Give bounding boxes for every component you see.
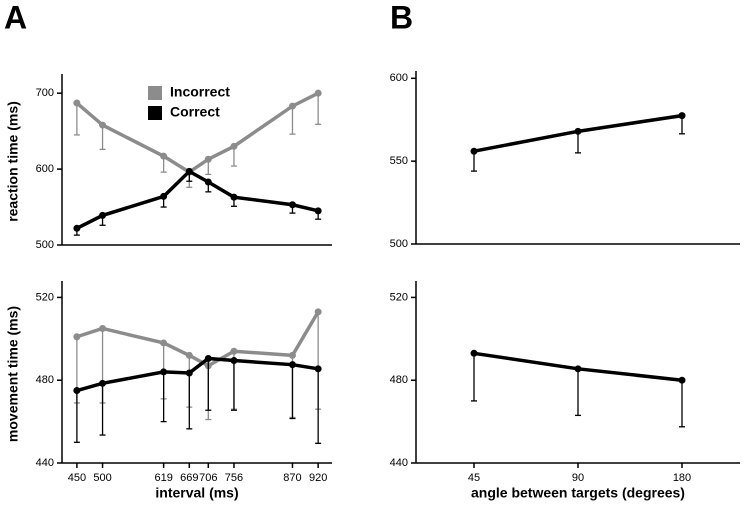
x-axis-title: interval (ms) [155,485,238,501]
point [185,351,193,359]
point [185,369,193,377]
point [73,333,81,341]
x-tick-label: 619 [154,472,172,484]
y-axis-title: reaction time (ms) [5,101,21,222]
y-tick-label: 600 [36,163,54,175]
y-tick-label: 600 [390,72,408,84]
point [314,365,322,373]
y-tick-label: 520 [36,291,54,303]
y-tick-label: 520 [390,291,408,303]
point [230,357,238,365]
point [160,368,168,376]
point [230,193,238,201]
x-tick-label: 669 [180,472,198,484]
point [314,207,322,215]
point [204,155,212,163]
point [470,349,478,357]
y-tick-label: 500 [36,239,54,251]
series-line [76,311,320,368]
series-line [75,91,319,175]
point [678,112,686,120]
point [73,224,81,232]
y-tick-label: 480 [390,374,408,386]
point [73,387,81,395]
panel-label: A [4,0,27,35]
point [230,347,238,355]
series-line [76,356,319,393]
point [99,211,107,219]
point [204,178,212,186]
x-tick-label: 450 [68,472,86,484]
point [288,351,296,359]
x-tick-label: 870 [283,472,301,484]
point [160,152,168,160]
y-axis-title: movement time (ms) [5,306,21,442]
x-axis-title: angle between targets (degrees) [471,485,685,501]
legend-label: Correct [170,104,220,120]
y-tick-label: 440 [390,457,408,469]
panel-label: B [390,0,413,35]
legend-swatch [148,86,162,100]
point [160,192,168,200]
point [574,365,582,373]
point [99,121,107,129]
x-tick-label: 180 [673,472,691,484]
point [99,324,107,332]
point [314,89,322,97]
series-line [76,169,319,230]
x-tick-label: 45 [468,472,480,484]
x-tick-label: 920 [309,472,327,484]
point [288,361,296,369]
x-tick-label: 500 [93,472,111,484]
point [230,142,238,150]
point [470,147,478,155]
x-tick-label: 706 [199,472,217,484]
legend-label: Incorrect [170,84,230,100]
point [73,99,81,107]
y-tick-label: 480 [36,374,54,386]
y-tick-label: 550 [390,155,408,167]
point [204,354,212,362]
point [288,201,296,209]
x-tick-label: 90 [572,472,584,484]
point [288,102,296,110]
y-tick-label: 700 [36,87,54,99]
y-tick-label: 500 [390,238,408,250]
point [314,308,322,316]
point [185,167,193,175]
legend-swatch [148,106,162,120]
point [574,127,582,135]
point [160,339,168,347]
point [678,376,686,384]
x-tick-label: 756 [225,472,243,484]
y-tick-label: 440 [36,457,54,469]
point [99,379,107,387]
